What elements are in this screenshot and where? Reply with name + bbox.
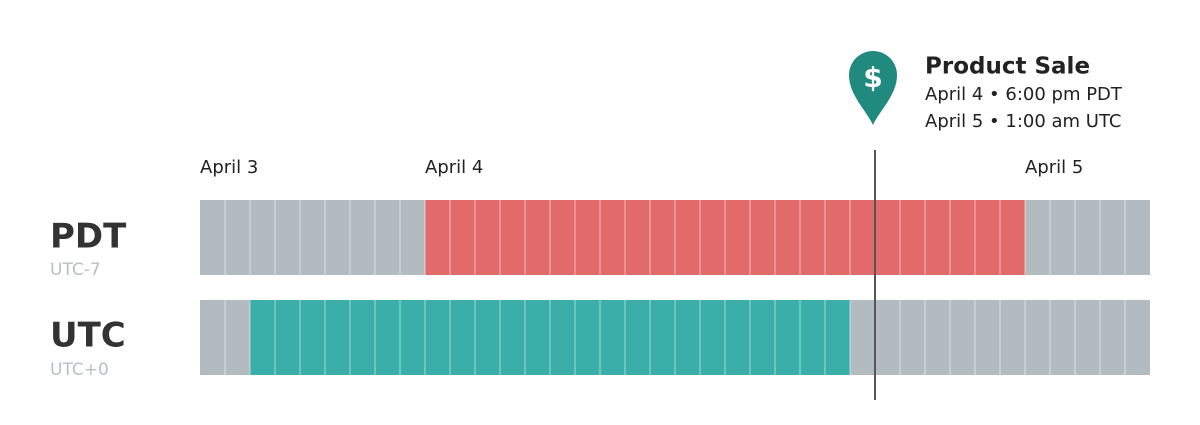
zone-name: UTC <box>50 316 126 356</box>
event-title: Product Sale <box>925 54 1090 80</box>
zone-offset: UTC+0 <box>50 360 109 380</box>
event-pin <box>849 51 897 125</box>
event-detail: April 5 • 1:00 am UTC <box>925 111 1122 132</box>
zone-offset: UTC-7 <box>50 260 101 280</box>
day-label: April 5 <box>1025 157 1083 178</box>
day-label: April 3 <box>200 157 258 178</box>
timeline-bars <box>200 200 1150 375</box>
zone-name: PDT <box>50 217 127 257</box>
day-label: April 4 <box>425 157 483 178</box>
pin-icon: $ <box>863 61 882 94</box>
event-detail: April 4 • 6:00 pm PDT <box>925 84 1123 105</box>
